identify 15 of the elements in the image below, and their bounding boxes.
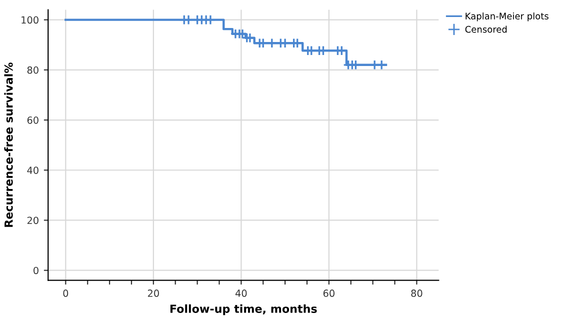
legend-label: Kaplan-Meier plots — [466, 12, 548, 22]
x-tick-label: 40 — [235, 290, 247, 297]
x-axis-title: Follow-up time, months — [170, 304, 317, 316]
y-tick-label: 20 — [27, 216, 38, 224]
y-tick-label: 100 — [22, 16, 38, 24]
x-tick-label: 0 — [63, 290, 68, 297]
y-tick-label: 40 — [27, 166, 38, 174]
x-tick-label: 80 — [411, 290, 422, 297]
x-tick-label: 20 — [148, 290, 159, 297]
x-tick-label: 60 — [323, 290, 334, 297]
y-tick-label: 60 — [27, 116, 38, 124]
y-axis-title: Recurrence-free survival% — [4, 62, 13, 227]
legend-label: Censored — [465, 26, 507, 33]
y-tick-label: 0 — [34, 266, 38, 274]
y-tick-label: 80 — [27, 66, 38, 74]
